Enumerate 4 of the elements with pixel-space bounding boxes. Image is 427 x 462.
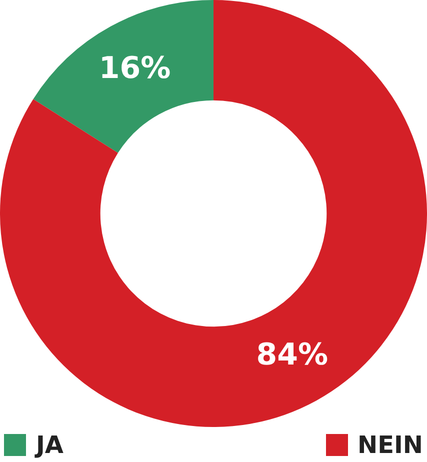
- legend-label: NEIN: [358, 430, 423, 458]
- data-label: 84%: [256, 337, 328, 372]
- data-label: 16%: [98, 51, 171, 86]
- legend-label: JA: [36, 430, 64, 458]
